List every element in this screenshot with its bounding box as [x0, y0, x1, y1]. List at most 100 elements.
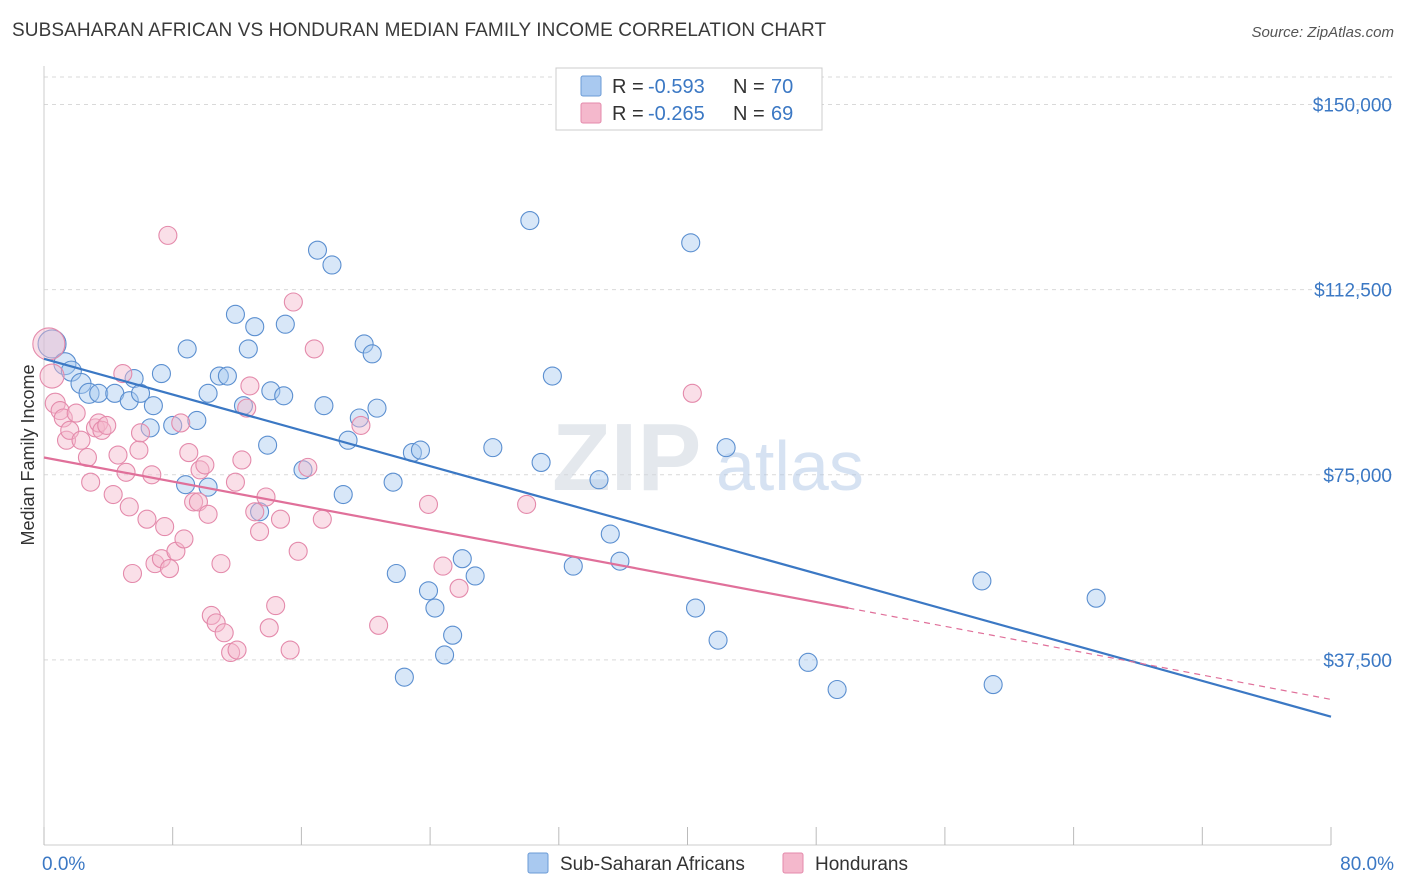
series-sub-saharan-points: [37, 211, 1106, 700]
sub-saharan-point-4: [78, 382, 100, 404]
honduran-point-23: [137, 509, 157, 529]
honduran-point-42: [214, 623, 234, 643]
legend-n-label-0: N =: [733, 76, 765, 98]
honduran-point-0: [32, 327, 66, 361]
sub-saharan-point-48: [443, 625, 463, 645]
series-legend-label-1: Hondurans: [815, 854, 908, 875]
sub-saharan-point-17: [198, 383, 218, 403]
watermark: ZIP atlas: [552, 404, 864, 511]
honduran-point-55: [280, 640, 300, 660]
trend-lines: [43, 357, 1332, 718]
x-tick-labels: 0.0% 80.0%: [42, 854, 1394, 875]
honduran-point-33: [179, 443, 199, 463]
honduran-point-20: [122, 563, 143, 584]
sub-saharan-point-0: [37, 329, 67, 359]
sub-saharan-point-44: [410, 440, 430, 460]
sub-saharan-point-59: [681, 233, 701, 253]
sub-saharan-point-9: [130, 383, 151, 403]
sub-saharan-point-29: [275, 314, 295, 334]
honduran-point-28: [158, 225, 178, 245]
sub-saharan-point-51: [483, 438, 503, 458]
honduran-point-34: [184, 492, 204, 512]
sub-saharan-point-47: [435, 645, 455, 665]
honduran-point-10: [81, 472, 101, 492]
sub-saharan-point-57: [600, 524, 620, 544]
sub-saharan-point-23: [238, 339, 258, 359]
honduran-point-48: [240, 376, 260, 396]
legend-n-label-1: N =: [733, 103, 765, 125]
y-tick-label-1: $75,000: [1323, 466, 1392, 487]
honduran-point-7: [66, 403, 86, 423]
honduran-point-63: [418, 494, 439, 514]
honduran-point-54: [270, 509, 291, 529]
honduran-point-1: [39, 363, 65, 389]
sub-saharan-point-28: [274, 386, 294, 406]
sub-saharan-point-36: [349, 408, 369, 428]
source-label: Source: ZipAtlas.com: [1251, 24, 1394, 41]
series-legend: Sub-Saharan Africans Hondurans: [527, 852, 908, 875]
sub-saharan-point-15: [177, 339, 197, 359]
legend-r-label-0: R =: [612, 76, 644, 98]
sub-saharan-point-56: [589, 470, 609, 490]
sub-saharan-point-40: [383, 472, 403, 492]
sub-saharan-point-31: [307, 240, 328, 260]
sub-saharan-point-49: [452, 549, 472, 569]
honduran-point-24: [142, 465, 162, 485]
trend-line-hondurans: [43, 456, 849, 610]
honduran-point-31: [171, 413, 191, 433]
honduran-point-52: [259, 618, 279, 638]
series-legend-label-0: Sub-Saharan Africans: [560, 854, 745, 875]
honduran-point-40: [206, 613, 226, 633]
honduran-point-38: [198, 504, 218, 524]
sub-saharan-point-41: [386, 563, 406, 584]
sub-saharan-point-27: [261, 381, 281, 401]
sub-saharan-point-62: [716, 438, 736, 458]
honduran-point-49: [245, 502, 265, 522]
honduran-point-44: [225, 472, 245, 492]
x-tick-label-1: 80.0%: [1340, 854, 1394, 875]
sub-saharan-point-16: [187, 410, 207, 431]
sub-saharan-point-35: [338, 430, 358, 450]
honduran-point-59: [304, 339, 324, 359]
honduran-point-50: [250, 521, 270, 542]
series-legend-swatch-0: [527, 852, 549, 874]
watermark-atlas: atlas: [716, 427, 864, 505]
legend-r-value-0: -0.593: [648, 76, 705, 98]
stats-legend: R = -0.593 N = 70 R = -0.265 N = 69: [555, 67, 823, 131]
sub-saharan-point-13: [163, 415, 183, 435]
legend-r-label-1: R =: [612, 103, 644, 125]
honduran-point-25: [145, 554, 165, 574]
sub-saharan-point-24: [245, 317, 265, 337]
chart-title: SUBSAHARAN AFRICAN VS HONDURAN MEDIAN FA…: [12, 20, 827, 41]
honduran-point-32: [174, 529, 194, 549]
y-tick-labels: $37,500 $75,000 $112,500 $150,000: [1313, 96, 1392, 672]
sub-saharan-point-37: [354, 334, 374, 354]
sub-saharan-point-38: [362, 344, 382, 364]
sub-saharan-point-20: [217, 366, 237, 386]
honduran-point-15: [103, 484, 123, 505]
sub-saharan-point-5: [89, 383, 109, 403]
sub-saharan-point-54: [542, 366, 562, 386]
honduran-point-37: [195, 455, 215, 475]
legend-swatch-blue: [580, 75, 602, 97]
sub-saharan-point-39: [367, 398, 387, 418]
sub-saharan-point-46: [425, 598, 445, 618]
honduran-point-65: [449, 578, 469, 598]
honduran-point-8: [71, 430, 91, 450]
honduran-point-57: [288, 541, 308, 561]
honduran-point-14: [97, 415, 117, 435]
honduran-point-22: [130, 423, 151, 443]
honduran-point-67: [682, 383, 702, 403]
sub-saharan-point-65: [972, 571, 992, 591]
honduran-point-60: [312, 509, 332, 529]
sub-saharan-point-52: [520, 211, 540, 231]
sub-saharan-point-10: [140, 418, 160, 438]
honduran-point-64: [433, 556, 453, 576]
sub-saharan-point-55: [563, 556, 583, 576]
honduran-point-66: [517, 494, 537, 514]
sub-saharan-point-34: [333, 484, 353, 505]
honduran-point-19: [119, 497, 139, 517]
sub-saharan-point-21: [225, 304, 245, 324]
honduran-point-56: [283, 292, 303, 312]
legend-n-value-0: 70: [771, 76, 793, 98]
